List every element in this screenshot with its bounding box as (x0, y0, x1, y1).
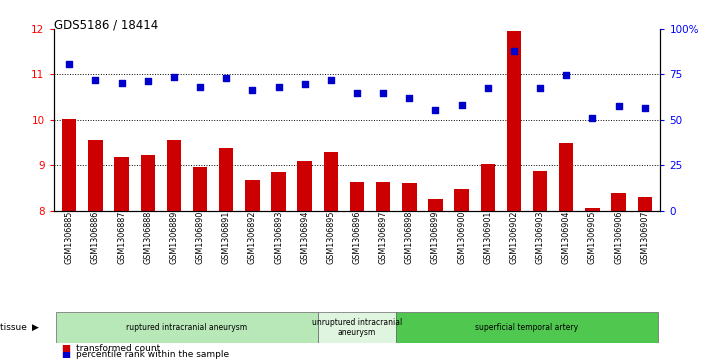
Text: GSM1306890: GSM1306890 (196, 211, 204, 264)
Text: GSM1306903: GSM1306903 (536, 211, 545, 264)
Point (403, 95, 415, 101)
Text: GSM1306904: GSM1306904 (562, 211, 570, 264)
Text: GSM1306894: GSM1306894 (300, 211, 309, 264)
Bar (428, 199, 443, 211)
Point (60, 345, 71, 351)
Text: GSM1306885: GSM1306885 (65, 211, 74, 264)
Point (508, 48, 520, 54)
Text: GSM1306901: GSM1306901 (483, 211, 492, 264)
Bar (507, 31, 521, 211)
Text: GSM1306897: GSM1306897 (378, 211, 388, 264)
Text: GSM1306906: GSM1306906 (614, 211, 623, 264)
Bar (219, 148, 233, 211)
Point (90, 77, 101, 83)
Bar (350, 183, 364, 211)
Text: GSM1306886: GSM1306886 (91, 211, 100, 264)
Bar (193, 167, 207, 211)
Point (456, 102, 468, 108)
Point (482, 85, 493, 91)
Text: GSM1306902: GSM1306902 (510, 211, 518, 264)
Bar (62, 119, 76, 211)
Text: GSM1306893: GSM1306893 (274, 211, 283, 264)
Point (169, 74, 180, 80)
Point (587, 115, 598, 121)
Point (60, 351, 71, 357)
Text: GSM1306898: GSM1306898 (405, 211, 414, 264)
Bar (376, 183, 391, 211)
Text: percentile rank within the sample: percentile rank within the sample (76, 350, 229, 359)
Text: GSM1306889: GSM1306889 (169, 211, 178, 264)
Text: transformed count: transformed count (76, 344, 161, 352)
Text: tissue: tissue (0, 323, 30, 332)
Point (246, 87, 258, 93)
Point (430, 107, 441, 113)
Point (325, 77, 336, 83)
Text: GSM1306895: GSM1306895 (326, 211, 336, 264)
Point (64, 61, 75, 68)
Bar (638, 197, 652, 211)
Text: superficial temporal artery: superficial temporal artery (476, 323, 578, 332)
Bar (396, 312, 658, 343)
Bar (533, 171, 548, 211)
Bar (454, 189, 469, 211)
Point (613, 103, 624, 109)
Text: GSM1306891: GSM1306891 (222, 211, 231, 264)
Point (194, 84, 206, 90)
Text: unruptured intracranial
aneurysm: unruptured intracranial aneurysm (312, 318, 402, 337)
Text: ▶: ▶ (32, 323, 39, 332)
Point (560, 72, 572, 78)
Bar (298, 160, 312, 211)
Text: GSM1306887: GSM1306887 (117, 211, 126, 264)
Bar (271, 172, 286, 211)
Text: GSM1306905: GSM1306905 (588, 211, 597, 264)
Bar (166, 140, 181, 211)
Point (639, 105, 650, 111)
Text: GSM1306899: GSM1306899 (431, 211, 440, 264)
Point (299, 82, 311, 87)
Bar (585, 208, 600, 211)
Bar (318, 312, 396, 343)
Bar (323, 151, 338, 211)
Point (142, 78, 154, 84)
Bar (56, 312, 318, 343)
Text: GSM1306888: GSM1306888 (144, 211, 152, 264)
Text: GSM1306907: GSM1306907 (640, 211, 649, 264)
Bar (481, 164, 495, 211)
Bar (611, 193, 625, 211)
Text: GDS5186 / 18414: GDS5186 / 18414 (54, 18, 158, 31)
Bar (114, 157, 129, 211)
Bar (402, 183, 416, 211)
Point (116, 81, 127, 86)
Point (378, 90, 389, 95)
Point (273, 84, 284, 90)
Point (534, 85, 545, 91)
Text: GSM1306892: GSM1306892 (248, 211, 257, 264)
Bar (141, 155, 155, 211)
Bar (559, 143, 573, 211)
Point (221, 75, 232, 81)
Point (351, 90, 363, 96)
Text: ruptured intracranial aneurysm: ruptured intracranial aneurysm (126, 323, 248, 332)
Text: GSM1306896: GSM1306896 (353, 211, 361, 264)
Bar (245, 180, 260, 211)
Text: GSM1306900: GSM1306900 (457, 211, 466, 264)
Bar (89, 140, 103, 211)
